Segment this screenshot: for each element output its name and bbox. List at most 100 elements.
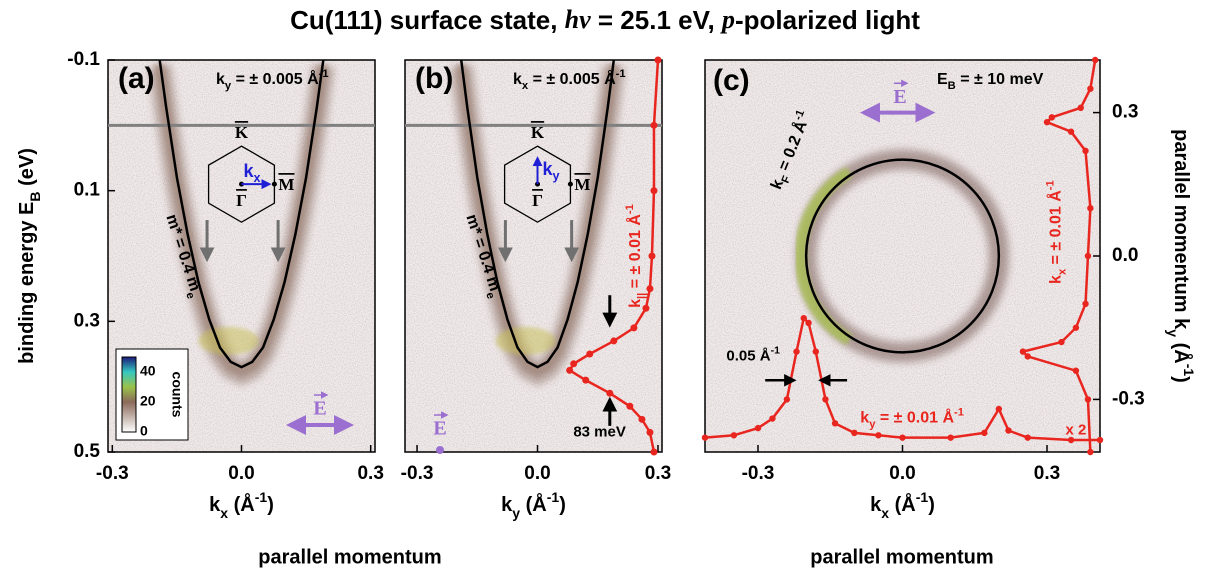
mdc-point: [875, 432, 882, 439]
x-tick-label: -0.3: [742, 463, 775, 484]
mdc-label: kx = ± 0.01 Å-1: [1045, 180, 1069, 284]
x-axis-label: kx (Å-1): [870, 489, 935, 521]
x-axis-label: ky (Å-1): [501, 489, 566, 521]
bz-label: K: [235, 123, 249, 142]
edc-point: [650, 448, 658, 456]
edc-point: [646, 285, 654, 293]
mdc-point: [1082, 300, 1089, 308]
text-part: k: [209, 494, 221, 516]
y-axis-label: binding energy EB (eV): [16, 148, 42, 364]
colorbar-tick-label: 0: [140, 423, 148, 439]
text-part: -1: [792, 108, 807, 122]
text-part: = ± 0.005 Å: [528, 69, 616, 88]
map-highlight: [198, 326, 259, 355]
polarization-label: E: [893, 86, 906, 108]
map-noise: [405, 60, 662, 452]
text-part: ): [928, 494, 935, 516]
text-part: = ± 0.01 Å: [875, 408, 954, 427]
y-tick-label: 0.3: [1112, 102, 1138, 123]
mdc-point: [1067, 436, 1075, 444]
text-part: Cu(111) surface state,: [290, 5, 565, 35]
mdc-point: [1067, 128, 1075, 135]
k-arrow-label: ky: [543, 159, 560, 184]
annotation: kx = ± 0.005 Å-1: [513, 68, 626, 92]
mdc-point: [754, 424, 762, 432]
width-label: 0.05 Å-1: [726, 344, 780, 364]
mdc-point: [831, 420, 839, 427]
x-tick-label: 0.0: [889, 463, 915, 484]
frame: [404, 59, 663, 453]
colorbar: [121, 356, 137, 433]
band-line: [459, 60, 616, 369]
edc-label: k|| = ± 0.01 Å-1: [624, 204, 648, 308]
mdc-point: [851, 429, 858, 437]
brillouin-zone: [503, 145, 572, 223]
text-part: E: [937, 71, 948, 88]
mdc-label: ky = ± 0.01 Å-1: [860, 406, 964, 430]
x-tick-label: 0.3: [357, 463, 383, 484]
text-part: -1: [319, 68, 329, 80]
mdc-point: [1077, 104, 1084, 112]
text-part: x: [254, 171, 261, 185]
text-part: x: [220, 505, 228, 521]
text-part: x: [881, 505, 889, 521]
bz-label: Γ: [236, 191, 247, 210]
mdc-point: [1048, 114, 1056, 121]
mdc-point: [1005, 427, 1012, 434]
text-part: k: [216, 71, 225, 88]
edc-point: [610, 337, 618, 345]
x-tick-label: 0.0: [228, 463, 254, 484]
text-part: F: [780, 174, 794, 185]
y-tick-label: 0.1: [74, 180, 101, 201]
mdc-point: [1084, 396, 1092, 403]
y-tick-label: -0.3: [1112, 388, 1145, 409]
text-part: y: [225, 80, 232, 92]
text-part: k: [543, 159, 554, 179]
text-part: y: [1165, 329, 1181, 337]
bz-label: M: [278, 175, 294, 194]
text-part: binding energy E: [16, 202, 38, 364]
polarization-label: E: [313, 398, 326, 420]
intensity-map: [705, 60, 1100, 452]
footer-label: parallel momentum: [810, 546, 993, 568]
annotation: EB = ± 10 meV: [937, 71, 1044, 92]
bz-point: [271, 181, 277, 187]
mdc-point: [1024, 434, 1031, 441]
text-part: -1: [1181, 364, 1197, 377]
colorbar-label: counts: [169, 372, 185, 418]
colorbar-tick-label: 40: [140, 363, 156, 379]
brillouin-zone: [207, 145, 276, 223]
annotation: ky = ± 0.005 Å-1: [216, 68, 329, 92]
text-part: (eV): [16, 148, 38, 191]
text-part: ): [1170, 376, 1192, 383]
edc-point: [650, 121, 658, 129]
text-part: k: [244, 161, 255, 181]
bz-label: M: [574, 175, 590, 194]
width-label: 83 meV: [573, 423, 626, 440]
mdc-point: [1087, 448, 1094, 456]
edc-point: [642, 304, 650, 312]
mdc-point: [805, 319, 812, 327]
text-part: -1: [255, 489, 268, 505]
text-part: (Å: [228, 492, 255, 516]
mdc-point: [1087, 85, 1094, 92]
map-noise: [705, 60, 1100, 452]
mdc-point: [1072, 367, 1080, 374]
text-part: B: [948, 80, 956, 92]
text-part: y: [512, 505, 520, 521]
edc-point: [586, 350, 594, 358]
text-part: = 25.1 eV,: [591, 5, 722, 35]
y-tick-label: 0.5: [74, 441, 101, 462]
edc-point: [582, 376, 590, 384]
x-tick-label: 0.0: [524, 463, 550, 484]
x-axis-label: kx (Å-1): [209, 489, 274, 521]
edc-point: [654, 56, 662, 64]
text-part: k: [627, 299, 644, 308]
text-part: k: [1048, 275, 1065, 284]
text-part: (Å: [1170, 337, 1194, 364]
panel-label: (c): [713, 64, 750, 97]
edc-point: [646, 428, 654, 436]
text-part: -1: [954, 406, 964, 418]
text-part: = ± 0.01 Å: [1046, 190, 1065, 269]
